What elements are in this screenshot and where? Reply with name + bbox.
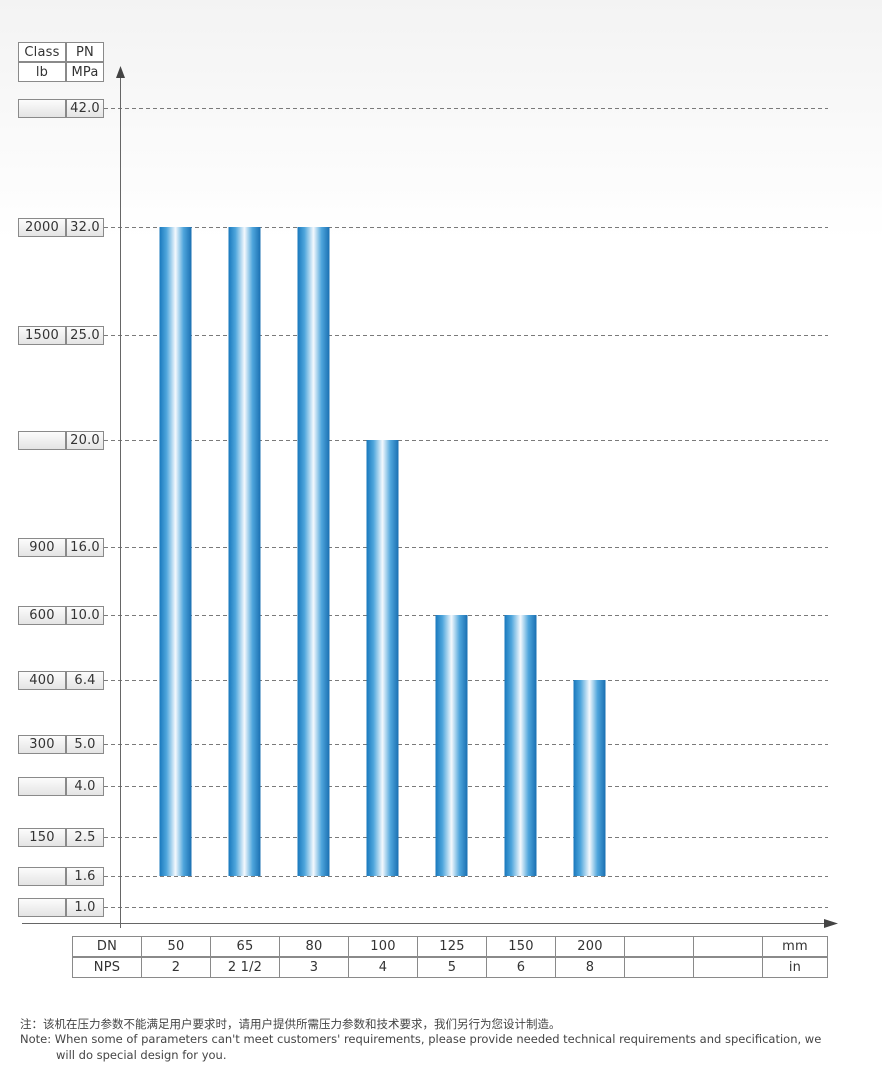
pn-label-1: 32.0: [66, 218, 104, 237]
note-english-line1: Note: When some of parameters can't meet…: [20, 1032, 822, 1046]
class-label-4: 900: [18, 538, 66, 557]
pn-unit-header: MPa: [66, 62, 104, 82]
class-label-6: 400: [18, 671, 66, 690]
class-label-8: [18, 777, 66, 796]
class-label-5: 600: [18, 606, 66, 625]
dn-row-label: DN: [72, 936, 142, 957]
class-label-3: [18, 431, 66, 450]
dn-cell-6: 200: [555, 936, 625, 957]
note-chinese: 注：该机在压力参数不能满足用户要求时，请用户提供所需压力参数和技术要求，我们另行…: [20, 1017, 561, 1031]
class-label-10: [18, 867, 66, 886]
bar-dn-80: [297, 227, 330, 876]
dn-cell-2: 80: [279, 936, 349, 957]
pn-label-8: 4.0: [66, 777, 104, 796]
bar-dn-65: [228, 227, 261, 876]
dn-cell-4: 125: [417, 936, 487, 957]
dn-cell-5: 150: [486, 936, 556, 957]
class-label-0: [18, 99, 66, 118]
class-label-2: 1500: [18, 326, 66, 345]
x-axis-arrow: [824, 919, 838, 928]
note-english-line2: will do special design for you.: [56, 1048, 227, 1062]
class-label-1: 2000: [18, 218, 66, 237]
class-label-11: [18, 898, 66, 917]
class-header: Class: [18, 42, 66, 62]
bar-dn-150: [504, 615, 537, 876]
nps-unit: in: [762, 957, 828, 978]
class-unit-header: lb: [18, 62, 66, 82]
bar-dn-50: [159, 227, 192, 876]
dn-cell-1: 65: [210, 936, 280, 957]
pn-label-5: 10.0: [66, 606, 104, 625]
nps-cell-1: 2 1/2: [210, 957, 280, 978]
dn-cell-3: 100: [348, 936, 418, 957]
class-label-7: 300: [18, 735, 66, 754]
pn-label-2: 25.0: [66, 326, 104, 345]
bar-dn-200: [573, 680, 606, 876]
bar-dn-125: [435, 615, 468, 876]
pn-label-11: 1.0: [66, 898, 104, 917]
pn-label-0: 42.0: [66, 99, 104, 118]
class-label-9: 150: [18, 828, 66, 847]
pn-label-10: 1.6: [66, 867, 104, 886]
pn-label-6: 6.4: [66, 671, 104, 690]
pn-label-7: 5.0: [66, 735, 104, 754]
pn-label-3: 20.0: [66, 431, 104, 450]
pn-label-9: 2.5: [66, 828, 104, 847]
dn-unit: mm: [762, 936, 828, 957]
pn-label-4: 16.0: [66, 538, 104, 557]
bar-dn-100: [366, 440, 399, 876]
y-axis-arrow: [116, 66, 125, 78]
pn-header: PN: [66, 42, 104, 62]
nps-cell-4: 5: [417, 957, 487, 978]
